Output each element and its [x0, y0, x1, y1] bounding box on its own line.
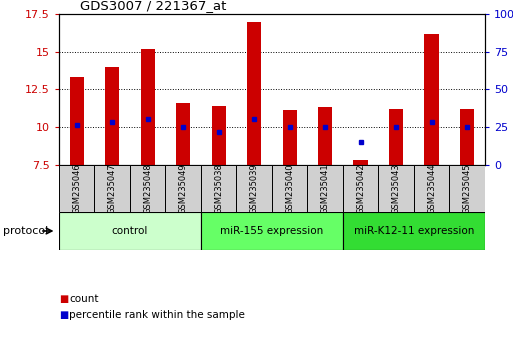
Bar — [236, 165, 272, 212]
Bar — [165, 165, 201, 212]
Bar — [283, 110, 297, 165]
Bar — [141, 49, 155, 165]
Text: GSM235049: GSM235049 — [179, 163, 188, 214]
Bar — [343, 212, 485, 250]
Bar — [307, 165, 343, 212]
Text: ■: ■ — [59, 310, 68, 320]
Text: control: control — [112, 226, 148, 236]
Text: percentile rank within the sample: percentile rank within the sample — [69, 310, 245, 320]
Bar — [378, 165, 414, 212]
Bar — [424, 34, 439, 165]
Bar — [389, 109, 403, 165]
Text: GSM235041: GSM235041 — [321, 163, 330, 214]
Bar — [272, 165, 307, 212]
Bar — [460, 109, 474, 165]
Text: miR-155 expression: miR-155 expression — [220, 226, 324, 236]
Bar — [449, 165, 485, 212]
Bar — [414, 165, 449, 212]
Bar — [59, 165, 94, 212]
Bar — [201, 165, 236, 212]
Text: GSM235042: GSM235042 — [356, 163, 365, 214]
Text: ■: ■ — [59, 294, 68, 304]
Text: GSM235048: GSM235048 — [143, 163, 152, 214]
Text: count: count — [69, 294, 99, 304]
Text: GSM235047: GSM235047 — [108, 163, 117, 214]
Bar — [211, 106, 226, 165]
Text: GSM235046: GSM235046 — [72, 163, 81, 214]
Text: GSM235038: GSM235038 — [214, 163, 223, 214]
Bar — [247, 22, 261, 165]
Text: GDS3007 / 221367_at: GDS3007 / 221367_at — [80, 0, 227, 12]
Text: GSM235044: GSM235044 — [427, 163, 436, 214]
Bar — [353, 160, 368, 165]
Bar — [343, 165, 378, 212]
Bar — [94, 165, 130, 212]
Text: miR-K12-11 expression: miR-K12-11 expression — [353, 226, 474, 236]
Bar — [105, 67, 120, 165]
Text: GSM235039: GSM235039 — [250, 163, 259, 214]
Text: GSM235043: GSM235043 — [391, 163, 401, 214]
Bar — [318, 108, 332, 165]
Bar — [59, 212, 201, 250]
Bar — [201, 212, 343, 250]
Bar — [176, 103, 190, 165]
Bar — [70, 78, 84, 165]
Text: GSM235045: GSM235045 — [463, 163, 471, 214]
Text: protocol: protocol — [3, 226, 48, 236]
Bar — [130, 165, 165, 212]
Text: GSM235040: GSM235040 — [285, 163, 294, 214]
